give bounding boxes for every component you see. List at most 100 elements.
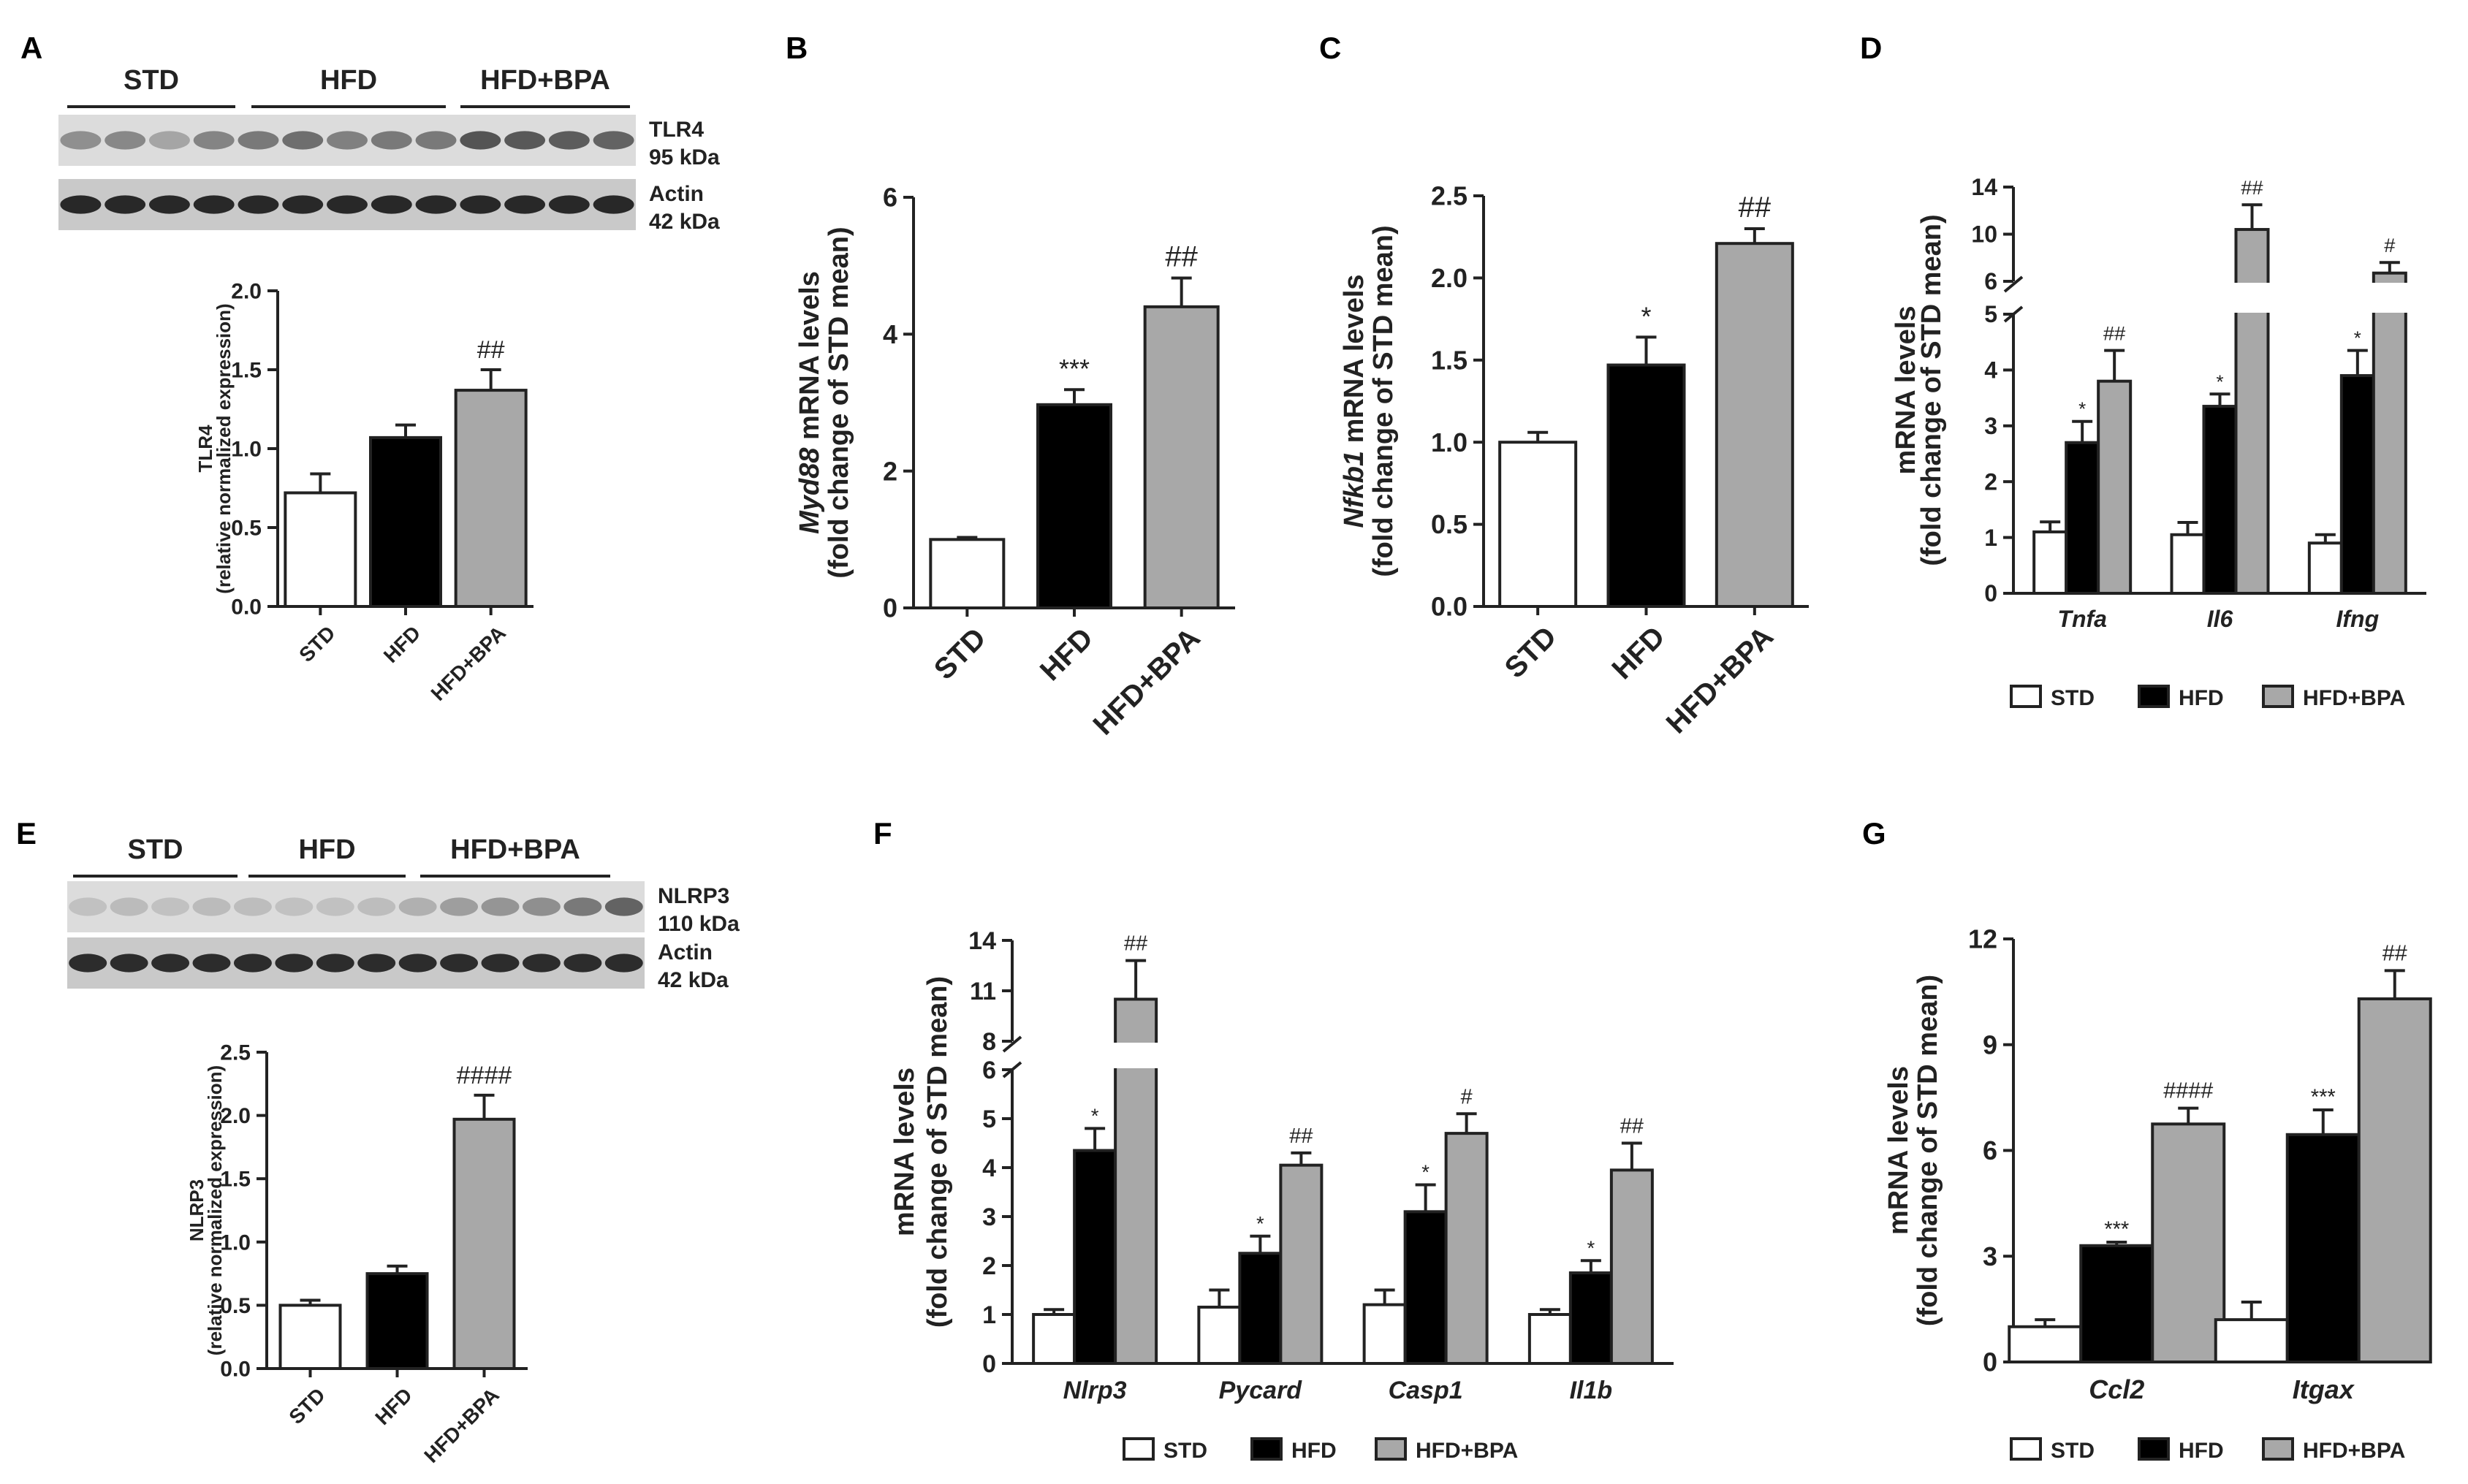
G-xtick-label: Itgax — [2293, 1374, 2355, 1404]
blot-band — [148, 195, 190, 214]
C-ylabel-text: mRNA levels — [1339, 274, 1370, 450]
blot-band — [69, 897, 107, 916]
F-significance: * — [1421, 1160, 1429, 1183]
G-ylabel-unit: (fold change of STD mean) — [1913, 975, 1943, 1326]
C-bar-hfd-bpa — [1715, 242, 1794, 608]
B-ylabel-gene: Myd88 — [794, 447, 825, 534]
A-ytick-label: 0.0 — [231, 595, 262, 620]
blot-band-size: 42 kDa — [658, 968, 729, 992]
G-significance: *** — [2104, 1218, 2129, 1241]
A-ytick-label: 2.0 — [231, 280, 262, 304]
blot-band-size: 95 kDa — [649, 145, 720, 170]
legend-label: STD — [2051, 1439, 2095, 1463]
C-bar-std — [1498, 441, 1578, 609]
F-bar-pycard-hfd — [1238, 1252, 1283, 1365]
blot-band — [233, 897, 272, 916]
F-significance: * — [1256, 1212, 1264, 1235]
E-ylabel: NLRP3 — [186, 1179, 208, 1241]
blot-membrane-nlrp3 — [67, 881, 645, 932]
D-bar-ifng-std — [2307, 541, 2343, 595]
blot-band-size: 110 kDa — [658, 912, 740, 936]
panel-letter-E: E — [16, 816, 37, 851]
E-ylabel-text: NLRP3 — [186, 1179, 208, 1241]
A-ytick-label: 0.5 — [231, 517, 262, 541]
blot-band — [105, 195, 146, 214]
F-bar-nlrp3-std — [1032, 1313, 1077, 1365]
F-ytick-label: 3 — [982, 1203, 996, 1231]
E-ylabel-unit: (relative normalized expression) — [204, 1065, 226, 1355]
F-ytick-label: 14 — [968, 927, 996, 955]
blot-band — [504, 131, 546, 150]
B-ytick-label: 2 — [883, 456, 897, 486]
F-ylabel: mRNA levels — [889, 1068, 920, 1236]
blot-band — [440, 897, 479, 916]
C-ytick-label: 0.0 — [1431, 592, 1467, 622]
F-significance: ## — [1289, 1125, 1313, 1148]
legend-swatch-hfd — [1250, 1437, 1283, 1461]
B-bar-std — [929, 538, 1006, 609]
blot-group-label: HFD+BPA — [450, 834, 580, 865]
A-xtick-label: HFD+BPA — [427, 621, 511, 705]
D-xtick-label: Il6 — [2207, 606, 2233, 632]
blot-band — [316, 954, 354, 973]
D-significance: * — [2354, 329, 2361, 349]
C-xtick-label: HFD — [1606, 620, 1671, 685]
blot-band — [415, 195, 457, 214]
blot-band — [327, 131, 368, 150]
G-ylabel-text: mRNA levels — [1883, 1066, 1914, 1235]
legend-swatch-std — [2010, 685, 2042, 708]
F-significance: * — [1587, 1236, 1595, 1259]
F-xtick-label: Casp1 — [1389, 1377, 1463, 1404]
blot-group-label: HFD+BPA — [480, 65, 610, 96]
blot-band — [460, 195, 501, 214]
chart-D: D 0 1 2 3 4 5 6 10 14 * ## Tnfa * ## Il6 * # Ifng mRNA leve… — [1860, 31, 2426, 632]
F-ytick-label: 6 — [982, 1057, 996, 1084]
blot-E: STD HFD HFD+BPA NLRP3 110 kDa Actin 42 kDa — [67, 834, 740, 992]
G-bar-itgax-hfd-bpa — [2357, 997, 2432, 1364]
A-significance: ## — [477, 336, 505, 364]
G-bar-ccl2-std — [2008, 1325, 2083, 1363]
F-significance: # — [1461, 1085, 1473, 1108]
D-significance: * — [2078, 400, 2086, 420]
A-xtick-label: STD — [295, 621, 340, 666]
blot-group-label: STD — [124, 65, 179, 96]
legend-label: HFD+BPA — [1416, 1439, 1518, 1463]
blot-band — [238, 131, 279, 150]
blot-band — [233, 954, 272, 973]
legend-swatch-std — [1123, 1437, 1155, 1461]
blot-group-label: STD — [128, 834, 183, 865]
C-bar-hfd — [1606, 363, 1686, 608]
G-bar-itgax-hfd — [2285, 1133, 2361, 1363]
E-ytick-label: 1.0 — [220, 1230, 251, 1255]
panel-letter-D: D — [1860, 31, 1882, 65]
blot-band — [593, 131, 634, 150]
blot-band — [357, 897, 396, 916]
E-ytick-label: 1.5 — [220, 1168, 251, 1192]
E-bar-hfd-bpa — [452, 1117, 516, 1371]
F-significance: ## — [1620, 1115, 1644, 1138]
D-ytick-label: 2 — [1984, 468, 1997, 495]
F-bar-il1b-hfd — [1568, 1271, 1613, 1366]
blot-group-label: HFD — [320, 65, 377, 96]
D-bar-tnfa-hfd — [2065, 441, 2100, 595]
C-significance: ## — [1739, 191, 1772, 224]
A-xtick-label: HFD — [379, 621, 425, 667]
C-ylabel: Nfkb1 mRNA levels — [1339, 274, 1370, 528]
blot-band — [398, 954, 437, 973]
blot-band — [440, 954, 479, 973]
F-bar-casp1-std — [1362, 1303, 1407, 1365]
blot-band — [238, 195, 279, 214]
B-ylabel: Myd88 mRNA levels — [794, 271, 825, 534]
B-xtick-label: HFD+BPA — [1087, 622, 1206, 741]
F-ytick-label: 2 — [982, 1252, 996, 1280]
F-significance: * — [1091, 1104, 1099, 1127]
legend-swatch-hfd — [2138, 1437, 2170, 1461]
blot-band — [504, 195, 546, 214]
legend-label: STD — [2051, 686, 2095, 710]
blot-band — [415, 131, 457, 150]
D-bar-tnfa-hfd-bpa — [2097, 379, 2133, 595]
B-significance: *** — [1059, 354, 1090, 384]
A-ytick-label: 1.5 — [231, 359, 262, 383]
C-ylabel-gene: Nfkb1 — [1339, 451, 1370, 528]
legend-swatch-std — [2010, 1437, 2042, 1461]
